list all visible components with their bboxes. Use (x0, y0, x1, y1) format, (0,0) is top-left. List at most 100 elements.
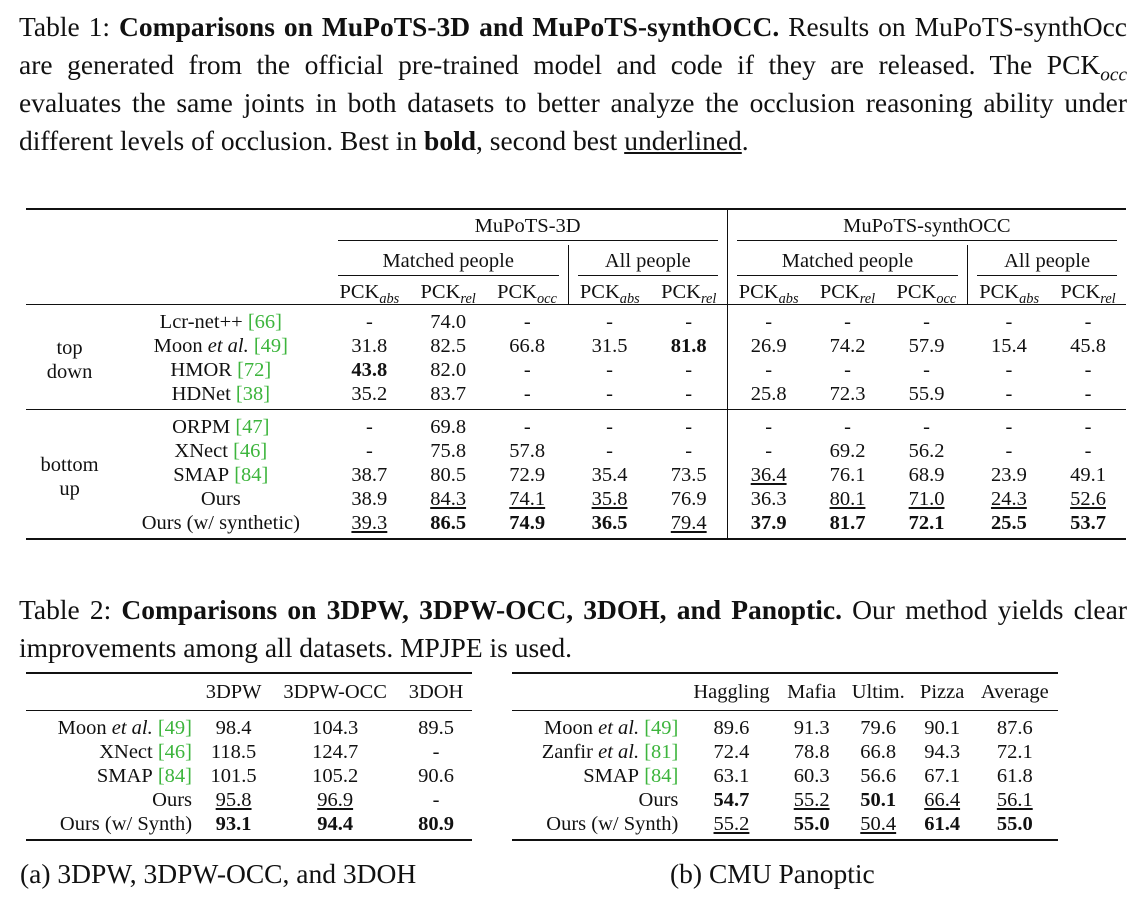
cell-value: 35.8 (591, 488, 628, 510)
cell-value: 61.4 (924, 813, 961, 835)
results-table: 3DPW 3DPW-OCC 3DOH Moon et al. [49] 98.4 104.3 8… (26, 672, 472, 841)
value-cell: 89.5 (400, 711, 472, 741)
metric-name: PCK (497, 281, 537, 303)
cell-value: 73.5 (670, 464, 707, 486)
value-cell: 56.1 (972, 788, 1058, 812)
cell-value: 76.9 (670, 488, 707, 510)
metric-subscript: rel (460, 291, 476, 308)
cell-value: 90.1 (924, 717, 961, 739)
cell-value: 50.4 (860, 813, 897, 835)
table-section: top down Lcr-net++ [66] -74.0- - - - - - - - Moon et … (26, 304, 1126, 410)
cell-value: - (1005, 416, 1013, 438)
cell-value: 95.8 (215, 789, 252, 811)
method-name: Ours (200, 488, 241, 510)
cell-value: 55.2 (713, 813, 750, 835)
value-cell: 56.6 (844, 764, 913, 788)
metric-subscript: abs (1019, 291, 1040, 308)
table-row: SMAP [84] 63.1 60.3 56.6 67.1 61.8 (512, 764, 1058, 788)
cell-value: 38.7 (351, 464, 388, 486)
cell-value: - (365, 416, 373, 438)
cell-value: - (1005, 383, 1013, 405)
value-cell: - (968, 410, 1050, 440)
citation: [46] (233, 440, 268, 462)
header-cell (26, 245, 329, 280)
citation: [47] (235, 416, 270, 438)
cell-value: - (923, 416, 930, 438)
value-cell: 76.1 (810, 463, 886, 487)
cell-value: 81.7 (829, 512, 866, 534)
value-cell: - (810, 410, 886, 440)
cell-value: 75.8 (430, 440, 467, 462)
cell-value: 55.2 (793, 789, 830, 811)
value-cell: - (968, 305, 1050, 335)
cell-value: - (1084, 311, 1092, 333)
value-cell: 45.8 (1050, 334, 1126, 358)
value-cell: 25.5 (968, 511, 1050, 539)
value-cell: - (568, 382, 650, 410)
sub-header: Matched people (736, 245, 959, 276)
citation: [84] (234, 464, 269, 486)
cell-value: 39.3 (351, 512, 388, 534)
cell-value: 72.9 (509, 464, 546, 486)
cell-value: - (606, 359, 613, 381)
value-cell: - (651, 382, 728, 410)
method-cell: SMAP [84] (113, 463, 328, 487)
method-etal: et al. (111, 717, 153, 739)
metric-name: PCK (738, 281, 779, 303)
cell-value: 55.0 (996, 813, 1033, 835)
cell-value: 68.9 (908, 464, 945, 486)
cell-value: 91.3 (793, 717, 830, 739)
cell-value: - (606, 440, 613, 462)
header-row: Matched people All people Matched people Al… (26, 245, 1126, 280)
method-cell: Lcr-net++ [66] (113, 305, 328, 335)
value-cell: - (968, 439, 1050, 463)
value-cell: 35.4 (568, 463, 650, 487)
group-header: MuPoTS-synthOCC (736, 210, 1117, 241)
column-header: PCKrel (810, 280, 886, 308)
value-cell: 94.4 (270, 812, 400, 840)
cell-value: 25.8 (750, 383, 787, 405)
value-cell: 56.2 (885, 439, 967, 463)
cell-value: 72.1 (996, 741, 1033, 763)
cell-value: 94.4 (317, 813, 354, 835)
cell-value: 38.9 (351, 488, 388, 510)
method-name: Zanfir (541, 741, 593, 763)
table-row: Ours 54.7 55.2 50.1 66.4 56.1 (512, 788, 1058, 812)
cell-value: 71.0 (908, 488, 945, 510)
method-cell: Moon et al. [49] (113, 334, 328, 358)
sub-header: All people (577, 245, 718, 276)
cell-value: - (765, 311, 773, 333)
value-cell: 57.9 (885, 334, 967, 358)
cell-value: 86.5 (430, 512, 467, 534)
value-cell: 95.8 (197, 788, 270, 812)
header-cell (26, 673, 197, 711)
table-row: XNect [46] - 75.8 57.8 - - - 69.2 56.2 - - (26, 439, 1126, 463)
metric-subscript: rel (859, 291, 876, 308)
cell-value: 66.8 (860, 741, 897, 763)
value-cell: 68.9 (885, 463, 967, 487)
table-row: SMAP [84] 101.5 105.2 90.6 (26, 764, 472, 788)
cell-value: 57.8 (509, 440, 546, 462)
value-cell: 87.6 (972, 711, 1058, 741)
cell-value: 31.5 (591, 335, 628, 357)
value-cell: - (968, 382, 1050, 410)
value-cell: 39.3 (329, 511, 411, 539)
method-name: ORPM (172, 416, 231, 438)
table-row: Zanfir et al. [81] 72.4 78.8 66.8 94.3 72.1 (512, 740, 1058, 764)
value-cell: 74.2 (810, 334, 886, 358)
cell-value: 56.1 (996, 789, 1033, 811)
column-header: Pizza (919, 681, 965, 703)
method-name: XNect (99, 741, 153, 763)
cell-value: - (685, 440, 693, 462)
cell-value: 35.2 (351, 383, 388, 405)
value-cell: - (1050, 439, 1126, 463)
value-cell: - (651, 410, 728, 440)
value-cell: - (810, 358, 886, 382)
method-cell: ORPM [47] (113, 410, 328, 440)
value-cell: 54.7 (683, 788, 779, 812)
value-cell: - (885, 358, 967, 382)
cell-value: - (523, 311, 531, 333)
value-cell: 80.9 (400, 812, 472, 840)
section-label-line: up (59, 477, 80, 500)
value-cell: 79.4 (651, 511, 728, 539)
